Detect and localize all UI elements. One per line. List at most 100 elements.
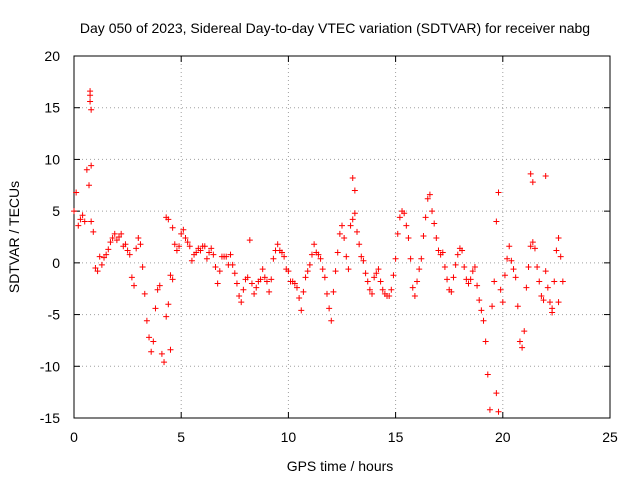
data-point	[118, 230, 125, 237]
data-point	[133, 245, 140, 252]
data-point	[208, 245, 215, 252]
y-tick-label: -10	[40, 358, 60, 374]
data-point	[158, 350, 165, 357]
data-point	[88, 106, 95, 113]
data-point	[371, 274, 378, 281]
data-point	[268, 276, 275, 283]
data-point	[429, 208, 436, 215]
data-point	[298, 307, 305, 314]
data-point	[113, 237, 120, 244]
data-point	[519, 344, 526, 351]
data-point	[306, 261, 313, 268]
data-point	[81, 218, 88, 225]
data-point	[251, 290, 258, 297]
data-point	[407, 255, 414, 262]
data-point	[167, 346, 174, 353]
data-point	[212, 263, 219, 270]
data-point	[203, 255, 210, 262]
data-point	[409, 284, 416, 291]
data-point	[227, 251, 234, 258]
data-point	[88, 218, 95, 225]
data-point	[538, 292, 545, 299]
data-point	[240, 286, 247, 293]
x-axis-label: GPS time / hours	[287, 458, 394, 474]
data-point	[471, 263, 478, 270]
data-point	[75, 222, 82, 229]
data-point	[300, 288, 307, 295]
data-point	[330, 288, 337, 295]
data-point	[128, 274, 135, 281]
y-axis-label: SDTVAR / TECUs	[6, 181, 22, 293]
data-point	[377, 278, 384, 285]
data-point	[403, 222, 410, 229]
data-point	[444, 276, 451, 283]
data-point	[257, 276, 264, 283]
data-point	[143, 317, 150, 324]
data-point	[529, 179, 536, 186]
data-point	[484, 371, 491, 378]
data-point	[531, 245, 538, 252]
data-point	[317, 255, 324, 262]
data-point	[420, 232, 427, 239]
data-point	[71, 208, 77, 215]
data-point	[476, 297, 483, 304]
data-point	[349, 216, 356, 223]
data-point	[236, 292, 243, 299]
data-point	[542, 172, 549, 179]
data-point	[401, 210, 408, 217]
data-point	[263, 278, 270, 285]
data-point	[182, 235, 189, 242]
data-point	[495, 408, 502, 415]
data-point	[347, 222, 354, 229]
grid-lines	[74, 56, 610, 418]
data-point	[270, 255, 277, 262]
data-point	[197, 247, 204, 254]
data-point	[396, 214, 403, 221]
data-point	[529, 239, 536, 246]
data-point	[362, 270, 369, 277]
data-point	[296, 295, 303, 302]
data-point	[107, 239, 114, 246]
data-point	[512, 274, 519, 281]
data-point	[351, 210, 358, 217]
data-point	[87, 98, 94, 105]
data-point	[450, 274, 457, 281]
data-point	[497, 286, 504, 293]
data-point	[495, 189, 502, 196]
data-point	[501, 272, 508, 279]
data-point	[315, 251, 322, 258]
data-point	[131, 282, 138, 289]
data-point	[308, 251, 315, 258]
data-point	[467, 276, 474, 283]
data-point	[169, 276, 176, 283]
x-tick-label: 10	[281, 429, 297, 445]
data-point	[426, 191, 433, 198]
data-point	[549, 309, 556, 316]
data-point	[553, 247, 560, 254]
data-point	[233, 280, 240, 287]
data-point	[152, 305, 159, 312]
x-tick-label: 25	[602, 429, 618, 445]
data-point	[193, 249, 200, 256]
data-point	[491, 278, 498, 285]
x-tick-label: 0	[70, 429, 78, 445]
data-point	[141, 290, 148, 297]
data-point	[321, 274, 328, 281]
data-point	[508, 257, 515, 264]
y-tick-label: 20	[44, 48, 60, 64]
data-point	[373, 270, 380, 277]
y-tick-label: 5	[52, 203, 60, 219]
data-point	[540, 297, 547, 304]
data-point	[416, 266, 423, 273]
data-point	[124, 247, 131, 254]
data-point	[116, 234, 123, 240]
data-point	[293, 284, 300, 291]
data-point	[79, 212, 86, 219]
data-point	[328, 317, 335, 324]
data-point	[510, 266, 517, 273]
data-point	[559, 278, 566, 285]
data-point	[334, 249, 341, 256]
data-point	[459, 247, 466, 254]
